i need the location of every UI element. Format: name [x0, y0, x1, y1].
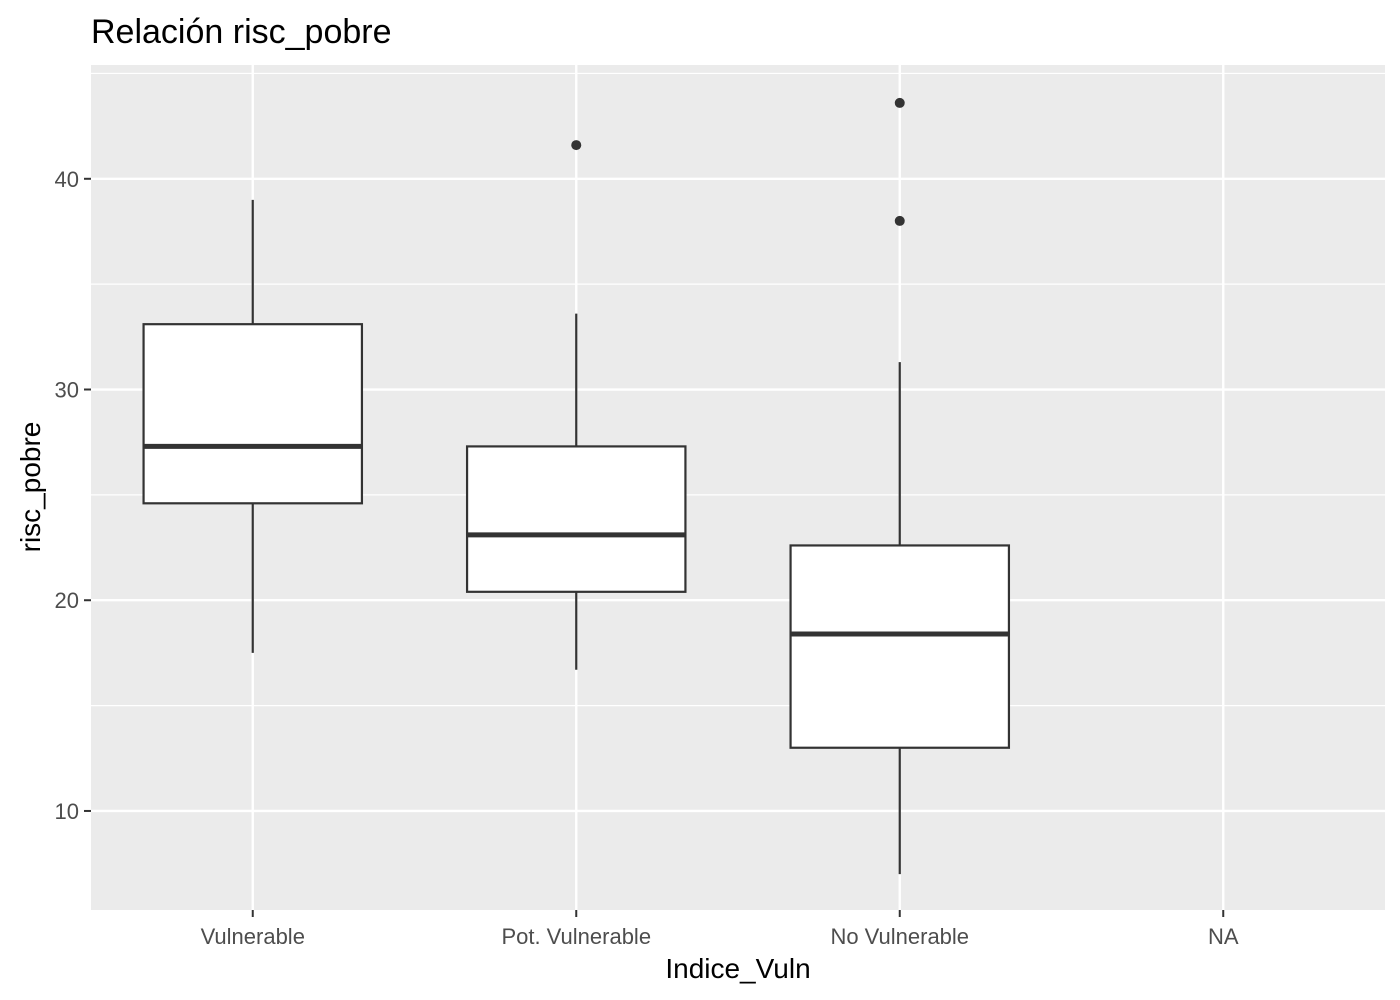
y-tick-label: 10	[55, 799, 79, 824]
boxes	[142, 97, 1011, 875]
chart-title: Relación risc_pobre	[91, 13, 392, 51]
x-tick-label: NA	[1208, 924, 1239, 949]
iqr-box	[789, 544, 1011, 749]
y-tick-label: 40	[55, 167, 79, 192]
outlier-point	[571, 140, 582, 151]
outlier-point	[894, 215, 905, 226]
y-tick-label: 20	[55, 588, 79, 613]
box-vulnerable	[142, 199, 364, 653]
outlier-point	[894, 97, 905, 108]
x-tick-label: Vulnerable	[201, 924, 305, 949]
y-axis-ticks: 10 20 30 40	[55, 167, 91, 824]
box-pot-vulnerable	[465, 140, 687, 670]
x-tick-label: No Vulnerable	[830, 924, 969, 949]
iqr-box	[465, 445, 687, 593]
iqr-box	[142, 323, 364, 505]
box-no-vulnerable	[789, 97, 1011, 875]
x-axis-title: Indice_Vuln	[665, 953, 810, 984]
x-axis-ticks: Vulnerable Pot. Vulnerable No Vulnerable NA	[201, 910, 1239, 949]
y-tick-label: 30	[55, 378, 79, 403]
x-tick-label: Pot. Vulnerable	[501, 924, 651, 949]
y-axis-title: risc_pobre	[15, 422, 46, 553]
